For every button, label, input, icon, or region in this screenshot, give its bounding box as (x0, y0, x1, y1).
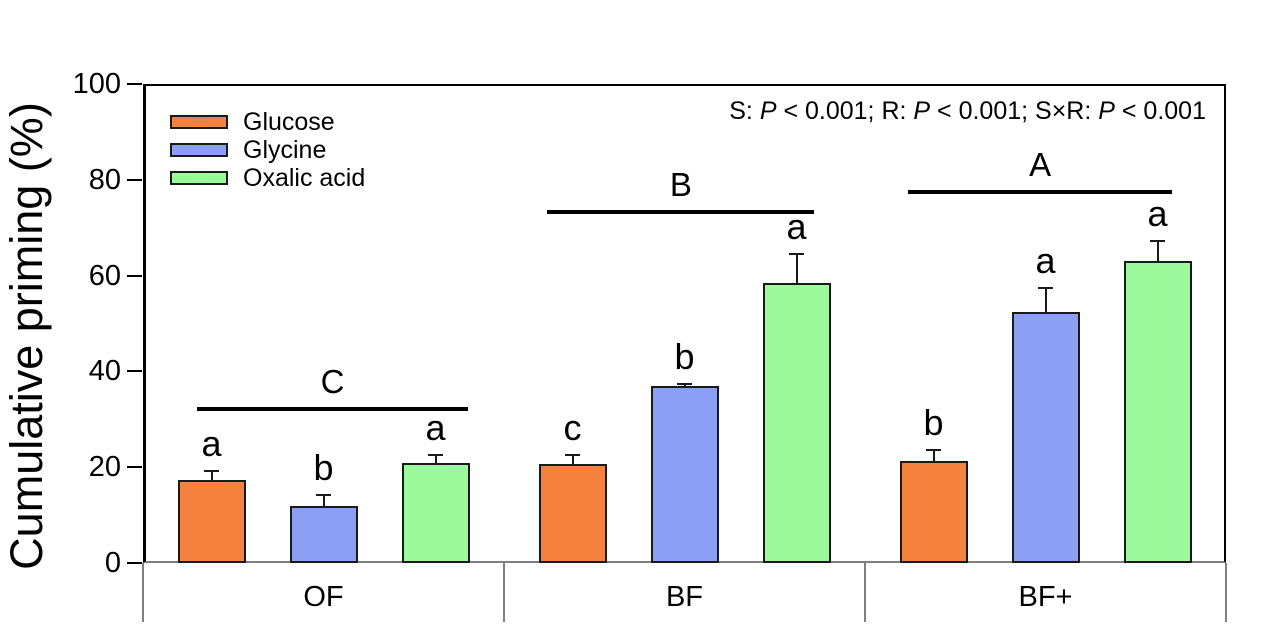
bar-glucose-of (177, 480, 246, 563)
bar-glycine-of (289, 505, 358, 563)
legend-label: Glucose (243, 107, 335, 136)
y-axis-tick-label: 80 (88, 163, 121, 196)
error-bar-cap (1038, 286, 1053, 289)
legend-swatch (170, 143, 228, 157)
category-label: OF (303, 581, 344, 613)
error-bar (932, 449, 935, 461)
error-bar-cap (926, 448, 941, 451)
bar-sig-letter: a (1035, 239, 1056, 281)
group-significance-letter: A (1029, 145, 1052, 183)
group-significance-line (908, 189, 1172, 194)
error-bar (210, 471, 213, 481)
legend-swatch (170, 171, 228, 185)
legend-label: Glycine (243, 135, 327, 164)
category-label: BF+ (1018, 581, 1073, 613)
bar-sig-letter: a (201, 423, 222, 465)
y-axis-tick (127, 370, 142, 373)
category-divider (142, 563, 144, 622)
bar-oxalic-acid-bf (762, 282, 831, 563)
legend-item-oxalic-acid: Oxalic acid (170, 163, 366, 192)
error-bar (795, 253, 798, 283)
category-label: BF (665, 581, 704, 613)
bar-oxalic-acid-bf+ (1123, 261, 1192, 563)
legend-item-glucose: Glucose (170, 107, 365, 136)
bar-sig-letter: b (313, 446, 334, 488)
legend: Glucose Glycine Oxalic acid (170, 107, 366, 192)
legend-label: Oxalic acid (243, 163, 366, 192)
category-divider (1225, 563, 1227, 622)
bar-glycine-bf (650, 385, 719, 563)
bar-sig-letter: a (786, 205, 807, 247)
error-bar-cap (316, 493, 331, 496)
bar-sig-letter: c (563, 406, 582, 448)
bar-glucose-bf+ (899, 460, 968, 563)
y-axis-tick-label: 20 (88, 451, 121, 484)
bar-sig-letter: b (923, 401, 944, 443)
y-axis-tick-label: 0 (104, 547, 121, 579)
y-axis-tick-label: 60 (88, 259, 121, 292)
y-axis-tick (127, 562, 142, 564)
group-significance-line (547, 209, 815, 214)
y-axis-tick-label: 40 (88, 355, 121, 388)
error-bar-cap (789, 252, 804, 255)
bar-sig-letter: a (1147, 192, 1168, 234)
error-bar-cap (428, 453, 443, 456)
error-bar-cap (204, 470, 219, 473)
y-axis-title: Cumulative priming (%) (1, 102, 52, 570)
bar-glycine-bf+ (1011, 311, 1080, 563)
y-axis-tick-label: 100 (72, 68, 121, 100)
group-significance-letter: C (320, 362, 345, 400)
error-bar-cap (677, 382, 692, 385)
y-axis-tick (127, 178, 142, 181)
error-bar (683, 383, 686, 386)
bar-sig-letter: b (674, 335, 695, 377)
error-bar (322, 494, 325, 506)
error-bar-cap (1150, 239, 1165, 242)
y-axis-tick (127, 466, 142, 469)
error-bar (434, 454, 437, 463)
bar-sig-letter: a (425, 406, 446, 448)
bar-glucose-bf (538, 463, 607, 563)
error-bar (1044, 287, 1047, 312)
category-divider (503, 563, 505, 622)
group-significance-letter: B (669, 165, 692, 203)
category-divider (864, 563, 866, 622)
y-axis-tick (127, 274, 142, 277)
error-bar (1156, 240, 1159, 262)
legend-item-glycine: Glycine (170, 135, 365, 164)
group-significance-line (197, 406, 468, 411)
error-bar-cap (565, 453, 580, 456)
bar-oxalic-acid-of (401, 462, 470, 563)
error-bar (571, 454, 574, 464)
legend-swatch (170, 115, 228, 129)
stats-annotation: S: P < 0.001; R: P < 0.001; S×R: P < 0.0… (729, 97, 1206, 125)
y-axis-tick (127, 83, 142, 85)
